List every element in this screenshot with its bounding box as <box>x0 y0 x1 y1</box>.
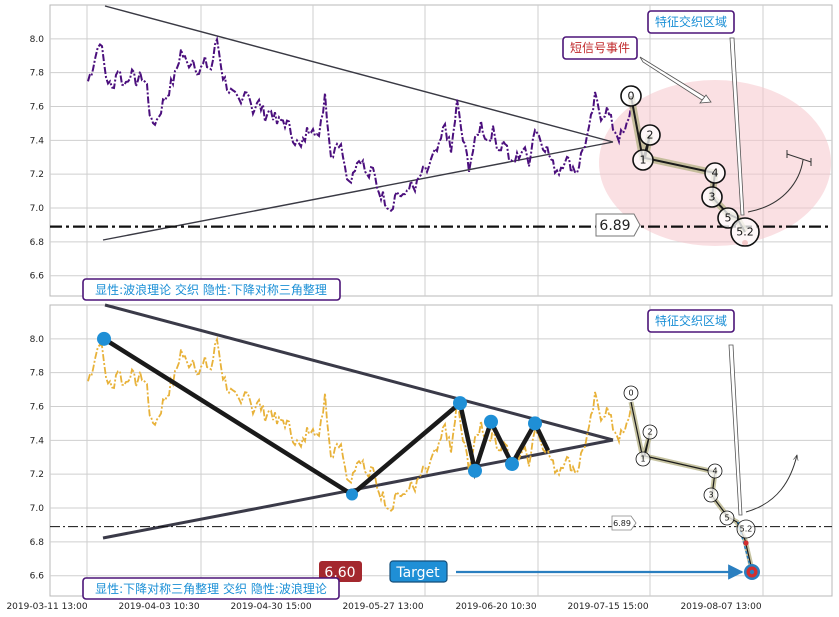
wave-marker <box>717 207 739 229</box>
bottom-footer-label: 显性:下降对称三角整理 交织 隐性:波浪理论 <box>95 581 327 596</box>
top-price-callout: 6.89 <box>595 213 641 237</box>
x-tick-label: 2019-04-30 15:00 <box>230 602 311 612</box>
top-feature-zone-box: 特征交织区域 <box>647 10 735 34</box>
bottom-curve-arrow <box>745 455 797 513</box>
target-badge: Target <box>389 560 448 583</box>
wave-marker <box>704 162 726 184</box>
bottom-feature-zone-label: 特征交织区域 <box>655 313 727 328</box>
triangle-wave-point <box>505 457 519 472</box>
top-price-series <box>87 35 632 212</box>
y-tick-label: 7.0 <box>30 504 45 514</box>
x-tick-label: 2019-04-03 10:30 <box>118 602 199 612</box>
bottom-grid <box>50 305 832 596</box>
x-tick-label: 2019-08-07 13:00 <box>680 602 761 612</box>
wave-marker <box>736 519 756 539</box>
wave-label: 4 <box>712 167 719 180</box>
wave-label: 0 <box>628 389 633 398</box>
top-footer-box: 显性:波浪理论 交织 隐性:下降对称三角整理 <box>82 278 341 301</box>
wave-marker <box>703 487 719 503</box>
wave-marker <box>642 424 658 440</box>
short-signal-box: 短信号事件 <box>562 36 638 60</box>
bottom-price-callout: 6.89 <box>611 515 637 531</box>
y-tick-label: 7.0 <box>30 204 45 214</box>
top-y-ticks: 8.0 7.8 7.6 7.4 7.2 7.0 6.8 6.6 <box>30 35 45 282</box>
top-panel-frame <box>49 4 833 297</box>
y-tick-label: 6.8 <box>30 538 45 548</box>
bottom-price-series <box>87 336 632 512</box>
wave-label: 1 <box>640 154 647 167</box>
y-tick-label: 7.4 <box>30 136 45 146</box>
x-tick-label: 2019-03-11 13:00 <box>6 602 87 612</box>
wave-label: 2 <box>647 129 654 142</box>
short-signal-pointer <box>639 56 712 104</box>
y-tick-label: 7.8 <box>30 369 45 379</box>
wave-label: 5 <box>725 212 732 225</box>
wave-marker <box>719 510 735 526</box>
y-tick-label: 6.8 <box>30 238 45 248</box>
wave-label: 0 <box>628 90 635 103</box>
wave-marker <box>639 124 661 146</box>
bottom-feature-zone-box: 特征交织区域 <box>647 309 735 333</box>
bottom-wave-labels: 0 2 1 4 3 5 5.2 <box>623 385 756 539</box>
wave-label: 5.2 <box>740 525 753 534</box>
triangle-wave-point <box>528 416 542 431</box>
y-tick-label: 7.2 <box>30 170 44 180</box>
wave-marker <box>635 451 651 467</box>
y-tick-label: 7.6 <box>30 103 45 113</box>
y-tick-label: 7.2 <box>30 470 44 480</box>
bottom-footer-box: 显性:下降对称三角整理 交织 隐性:波浪理论 <box>82 577 340 600</box>
y-tick-label: 6.6 <box>30 572 45 582</box>
bottom-price-callout-label: 6.89 <box>613 519 631 528</box>
wave-label: 3 <box>709 191 716 204</box>
triangle-wave-point <box>97 331 111 346</box>
y-tick-label: 8.0 <box>30 335 45 345</box>
wave-marker <box>623 385 639 401</box>
wave-label: 4 <box>712 467 717 476</box>
y-tick-label: 7.8 <box>30 69 45 79</box>
wave-marker <box>730 217 760 247</box>
bottom-panel-frame <box>49 304 833 597</box>
target-label: Target <box>395 565 440 581</box>
stop-price-badge: 6.60 <box>319 561 362 582</box>
y-tick-label: 7.4 <box>30 436 45 446</box>
wave-marker <box>620 85 642 107</box>
top-feature-pointer <box>729 37 745 216</box>
bottom-triangle-wave-path <box>102 336 551 498</box>
bottom-triangle-upper-line <box>104 303 614 442</box>
top-footer-label: 显性:波浪理论 交织 隐性:下降对称三角整理 <box>95 282 327 297</box>
wave-label: 1 <box>640 455 645 464</box>
target-point <box>744 564 760 580</box>
top-feature-zone-label: 特征交织区域 <box>655 14 727 29</box>
y-tick-label: 8.0 <box>30 35 45 45</box>
triangle-wave-point <box>453 396 467 411</box>
triangle-wave-point <box>346 488 358 501</box>
top-wave-labels: 0 21 4 35 5.2 <box>620 85 760 247</box>
x-ticks: 2019-03-11 13:00 2019-04-03 10:30 2019-04-… <box>6 602 761 612</box>
wave-marker <box>707 463 723 479</box>
x-tick-label: 2019-05-27 13:00 <box>342 602 423 612</box>
wave-marker <box>701 186 723 208</box>
wave-label: 3 <box>708 491 713 500</box>
triangle-wave-point <box>484 414 498 429</box>
top-curve-arrow <box>747 150 812 213</box>
triangle-wave-point <box>468 463 482 478</box>
bottom-triangle-wave-points <box>97 331 542 501</box>
y-tick-label: 6.6 <box>30 272 45 282</box>
bottom-feature-pointer <box>728 344 743 516</box>
x-tick-label: 2019-07-15 15:00 <box>567 602 648 612</box>
short-signal-label: 短信号事件 <box>570 41 630 55</box>
wave-label: 5.2 <box>736 226 754 239</box>
wave-label: 2 <box>647 428 652 437</box>
y-tick-label: 7.6 <box>30 403 45 413</box>
top-triangle-upper-line <box>104 5 614 143</box>
wave-marker <box>632 149 654 171</box>
stop-price-label: 6.60 <box>324 565 355 581</box>
bottom-y-ticks: 8.0 7.8 7.6 7.4 7.2 7.0 6.8 6.6 <box>30 335 45 582</box>
wave-label: 5 <box>724 514 729 523</box>
x-tick-label: 2019-06-20 10:30 <box>455 602 536 612</box>
top-price-callout-label: 6.89 <box>599 218 630 234</box>
top-triangle-lower-line <box>102 141 614 241</box>
